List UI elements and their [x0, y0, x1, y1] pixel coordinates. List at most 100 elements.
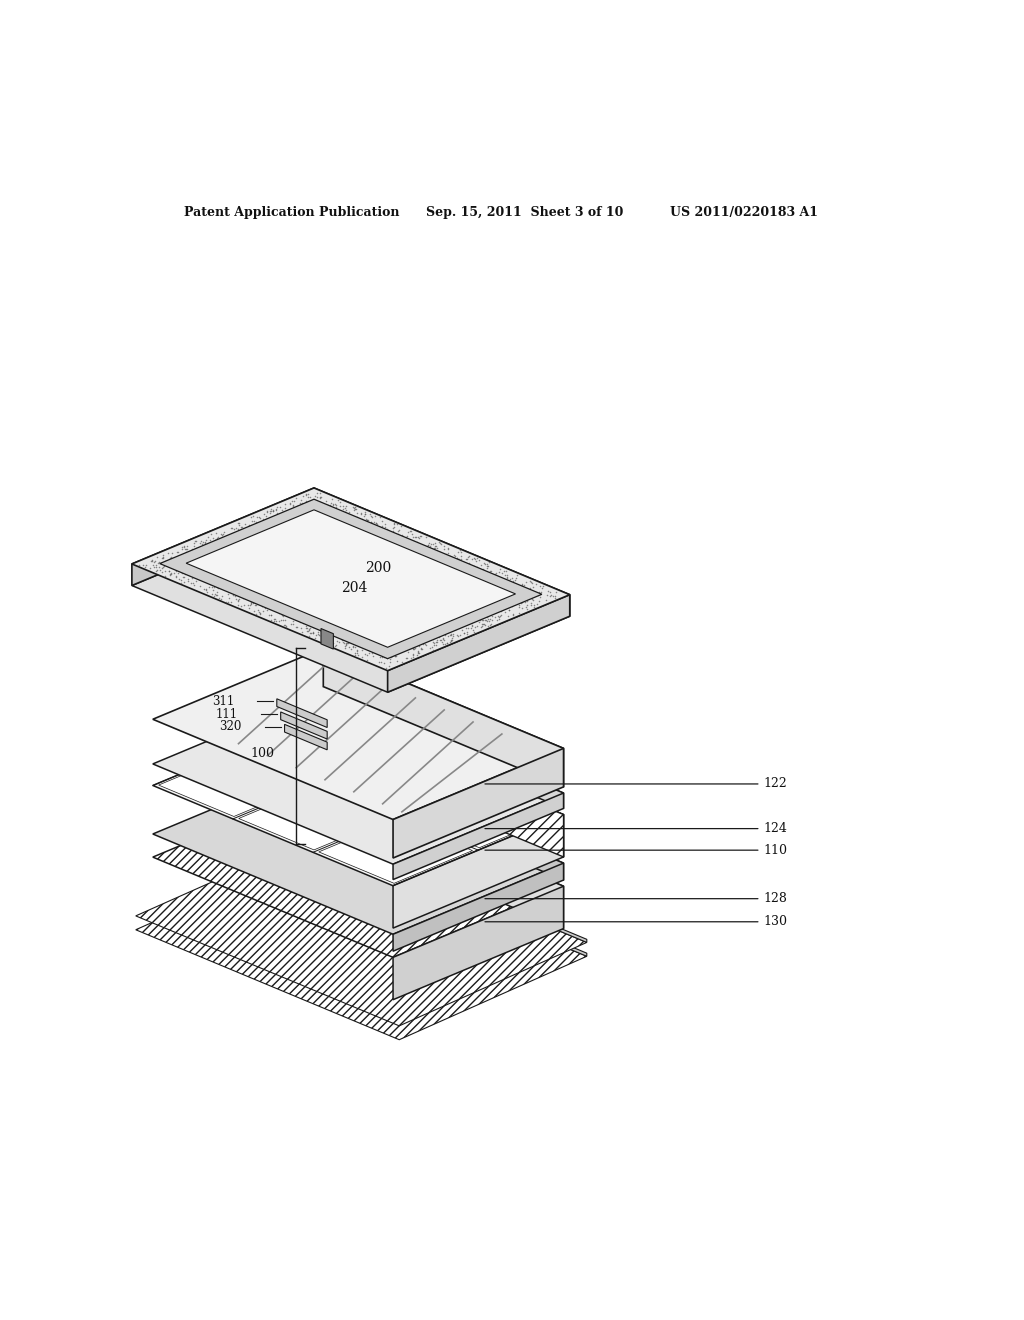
Point	[305, 532, 322, 553]
Point	[356, 572, 373, 593]
Point	[443, 612, 460, 634]
Point	[269, 598, 286, 619]
Point	[297, 533, 313, 554]
Point	[384, 623, 400, 644]
Point	[386, 636, 402, 657]
Point	[528, 573, 545, 594]
Point	[202, 562, 218, 583]
Point	[481, 579, 498, 601]
Point	[369, 513, 385, 535]
Point	[218, 527, 234, 548]
Point	[243, 591, 259, 612]
Point	[328, 561, 344, 582]
Point	[175, 566, 191, 587]
Point	[186, 544, 203, 565]
Point	[152, 560, 168, 581]
Point	[479, 610, 496, 631]
Point	[298, 597, 314, 618]
Point	[360, 589, 377, 610]
Point	[444, 587, 461, 609]
Point	[319, 557, 336, 578]
Point	[322, 494, 338, 515]
Point	[391, 519, 408, 540]
Point	[344, 631, 360, 652]
Point	[382, 577, 398, 598]
Point	[204, 583, 220, 605]
Point	[301, 511, 317, 532]
Point	[366, 557, 382, 578]
Point	[455, 607, 471, 628]
Point	[456, 576, 472, 597]
Point	[388, 540, 404, 561]
Point	[251, 507, 267, 528]
Polygon shape	[324, 693, 563, 808]
Point	[223, 517, 240, 539]
Point	[262, 545, 279, 566]
Point	[267, 582, 284, 603]
Point	[365, 539, 381, 560]
Point	[451, 601, 467, 622]
Point	[336, 632, 352, 653]
Point	[292, 572, 308, 593]
Point	[206, 585, 222, 606]
Point	[210, 564, 226, 585]
Point	[299, 541, 315, 562]
Point	[469, 578, 485, 599]
Point	[413, 628, 429, 649]
Point	[406, 601, 422, 622]
Point	[446, 561, 463, 582]
Point	[263, 574, 280, 595]
Point	[318, 495, 335, 516]
Point	[338, 541, 354, 562]
Point	[422, 638, 438, 659]
Point	[426, 587, 442, 609]
Point	[333, 576, 349, 597]
Point	[253, 577, 269, 598]
Point	[200, 543, 216, 564]
Point	[310, 536, 327, 557]
Point	[368, 631, 384, 652]
Point	[465, 594, 481, 615]
Point	[379, 585, 395, 606]
Point	[437, 583, 454, 605]
Point	[427, 574, 443, 595]
Point	[318, 531, 335, 552]
Point	[441, 570, 458, 591]
Point	[293, 598, 309, 619]
Point	[365, 568, 381, 589]
Point	[325, 578, 341, 599]
Point	[333, 577, 349, 598]
Point	[443, 572, 460, 593]
Point	[460, 618, 476, 639]
Point	[380, 631, 396, 652]
Point	[268, 570, 285, 591]
Point	[278, 577, 294, 598]
Text: FIG 2B: FIG 2B	[380, 921, 450, 939]
Point	[365, 585, 381, 606]
Point	[244, 589, 260, 610]
Point	[244, 521, 260, 543]
Point	[298, 503, 314, 524]
Point	[258, 593, 274, 614]
Point	[404, 632, 421, 653]
Point	[266, 609, 283, 630]
Point	[266, 557, 283, 578]
Point	[316, 500, 333, 521]
Point	[281, 603, 297, 624]
Point	[387, 569, 403, 590]
Point	[297, 528, 313, 549]
Point	[257, 566, 273, 587]
Point	[322, 536, 338, 557]
Point	[232, 583, 249, 605]
Point	[336, 585, 352, 606]
Point	[198, 579, 214, 601]
Point	[421, 540, 437, 561]
Point	[162, 564, 178, 585]
Point	[441, 624, 458, 645]
Point	[474, 577, 490, 598]
Point	[297, 609, 313, 630]
Point	[315, 521, 332, 543]
Point	[419, 570, 435, 591]
Point	[260, 605, 276, 626]
Point	[464, 594, 480, 615]
